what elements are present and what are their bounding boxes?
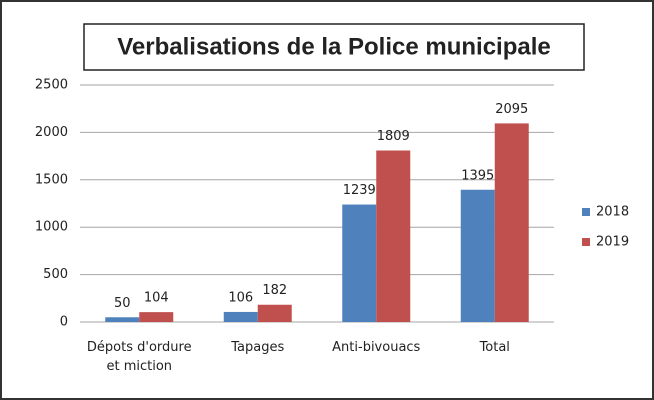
y-tick-label: 500 xyxy=(43,267,68,282)
legend-swatch xyxy=(582,238,590,246)
bar xyxy=(494,123,529,322)
data-label: 182 xyxy=(262,283,287,298)
legend-swatch xyxy=(582,208,590,216)
data-label: 2095 xyxy=(495,102,528,117)
y-tick-label: 1500 xyxy=(35,172,68,187)
x-tick-label: Tapages xyxy=(231,340,285,355)
bar xyxy=(257,304,292,322)
y-tick-label: 2500 xyxy=(35,78,68,93)
data-label: 106 xyxy=(228,290,253,305)
bar xyxy=(223,311,258,322)
y-tick-label: 2000 xyxy=(35,125,68,140)
y-tick-label: 1000 xyxy=(35,220,68,235)
title-box xyxy=(83,23,585,71)
x-tick-label: Dépots d'ordure et miction xyxy=(86,340,192,374)
data-label: 1239 xyxy=(343,183,376,198)
bar xyxy=(376,150,411,322)
bar xyxy=(105,317,140,322)
bar xyxy=(460,189,495,322)
data-label: 104 xyxy=(144,291,169,306)
data-label: 50 xyxy=(114,296,131,311)
y-tick-label: 0 xyxy=(60,315,68,330)
data-label: 1809 xyxy=(377,129,410,144)
data-label: 1395 xyxy=(461,168,494,183)
chart-title: Verbalisations de la Police municipale xyxy=(117,33,551,60)
legend-label: 2019 xyxy=(596,235,629,250)
bar xyxy=(139,312,174,322)
x-tick-label: Total xyxy=(479,340,510,355)
legend-label: 2018 xyxy=(596,205,629,220)
bar xyxy=(342,204,377,322)
x-tick-label: Anti-bivouacs xyxy=(332,340,421,355)
